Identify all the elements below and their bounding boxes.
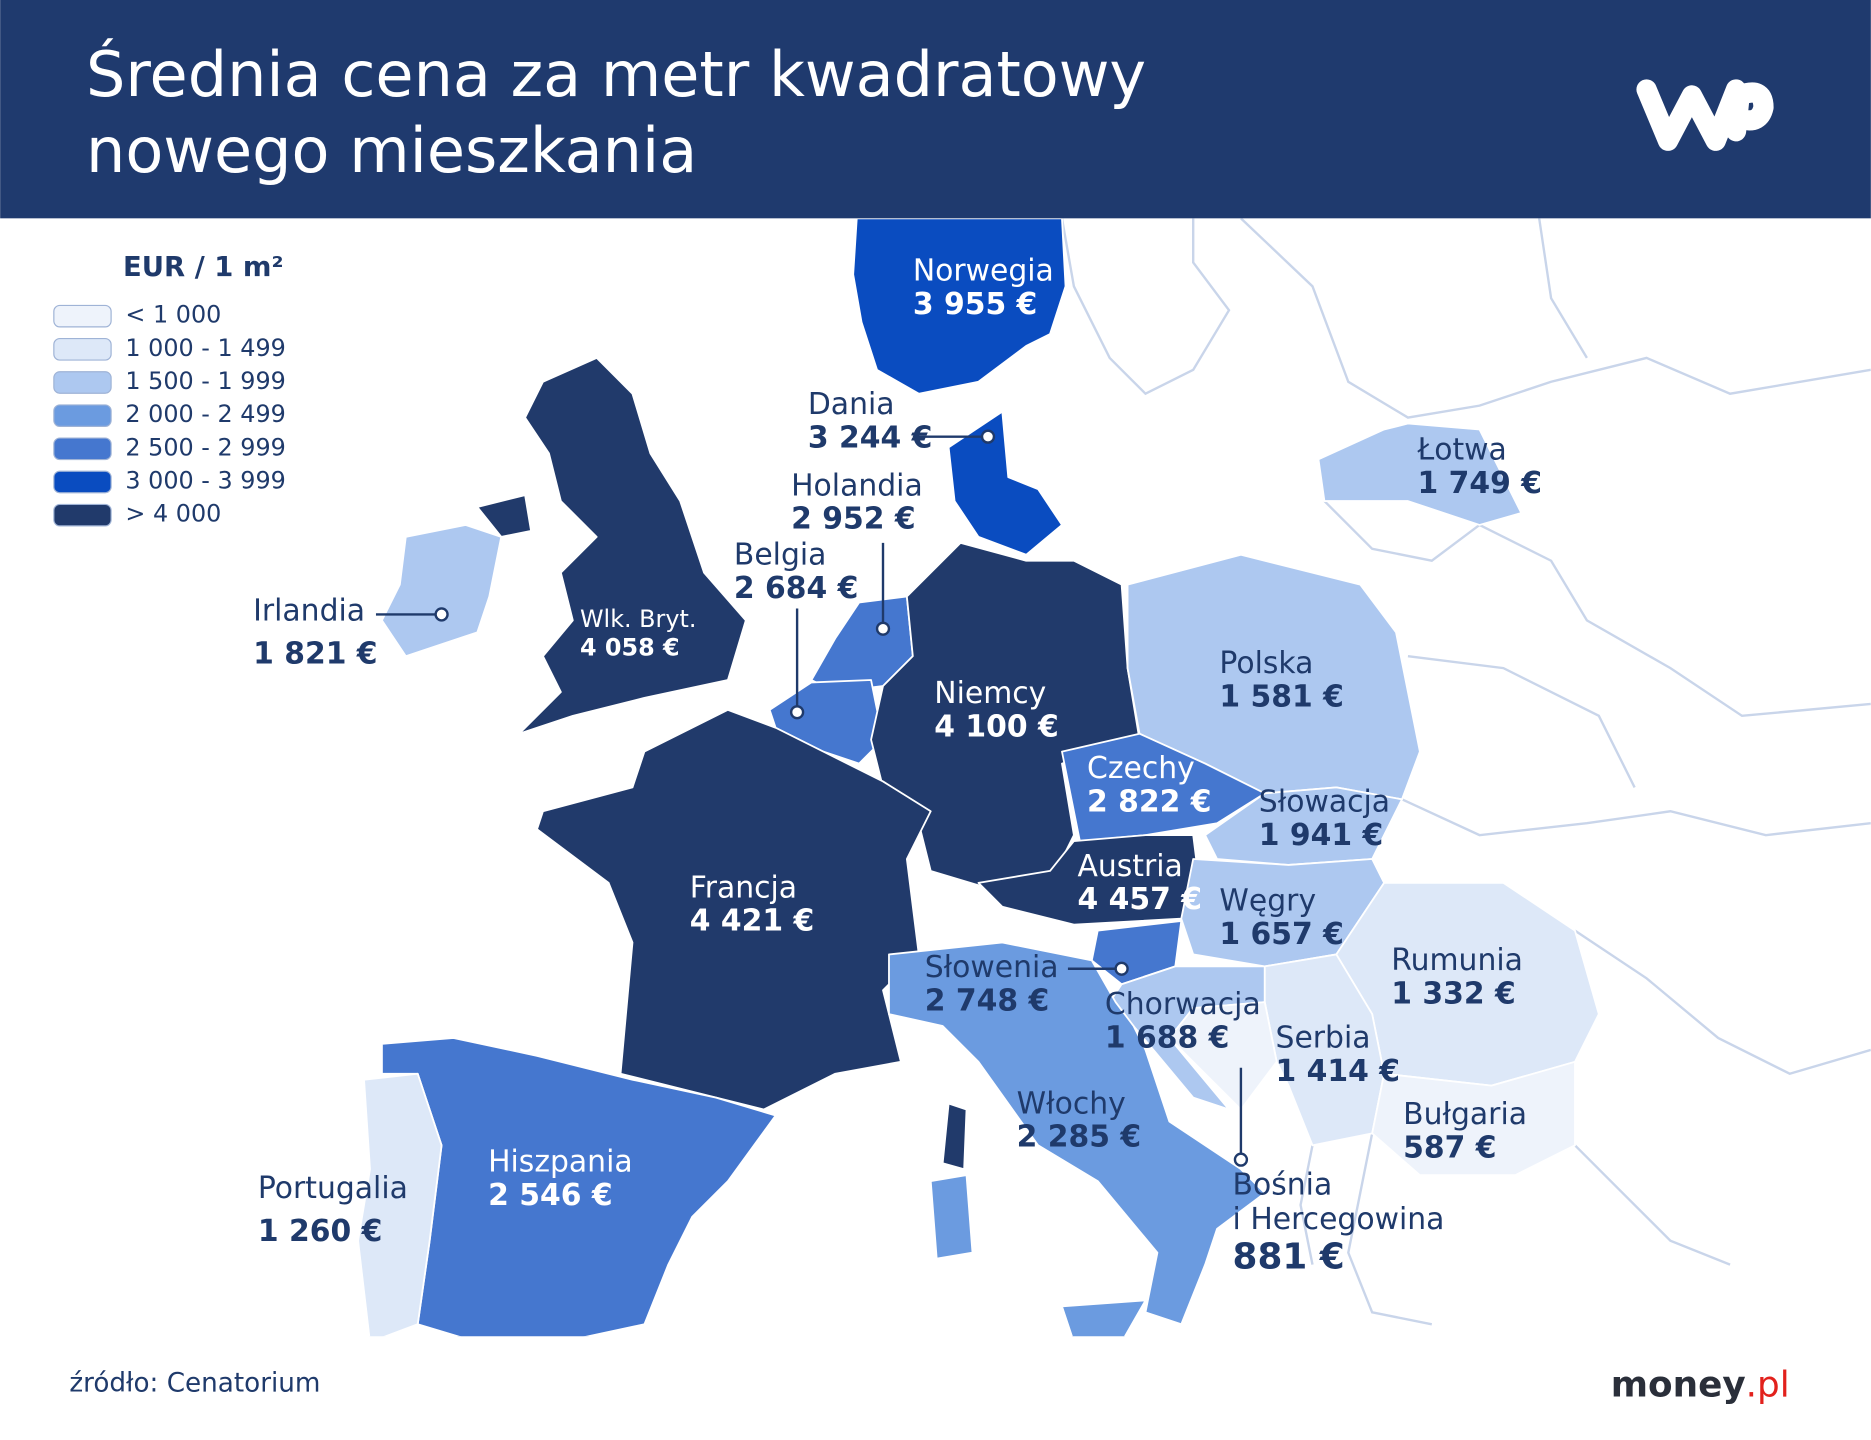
country-value: 2 546 € (488, 1178, 612, 1213)
country-name: Serbia (1276, 1021, 1371, 1056)
country-shape (381, 524, 503, 658)
legend-swatch (53, 437, 112, 461)
country-shape (1061, 1299, 1147, 1337)
country-shape (518, 357, 747, 735)
legend-swatch (53, 371, 112, 394)
country-value: 3 955 € (913, 287, 1037, 322)
brand-name: money (1611, 1364, 1746, 1405)
country-shape (941, 1102, 968, 1171)
country-value: 2 684 € (734, 571, 858, 606)
country-shape (852, 218, 1067, 395)
wp-logo (1636, 79, 1774, 151)
country-value: 587 € (1403, 1130, 1496, 1165)
country-name: Belgia (734, 537, 827, 572)
country-value: 2 822 € (1087, 784, 1211, 819)
logo-w (1636, 79, 1747, 151)
country-shape (929, 1174, 974, 1260)
country-value: 4 058 € (580, 634, 680, 662)
map (357, 218, 1871, 1337)
legend-title: EUR / 1 m² (123, 252, 283, 283)
logo-p (1725, 82, 1774, 142)
legend-label: > 4 000 (125, 500, 221, 528)
leader-dot (875, 621, 891, 636)
country-name: Francja (690, 870, 797, 905)
leader-dot (434, 607, 449, 622)
legend-label: 3 000 - 3 999 (125, 466, 285, 494)
leader-dot (789, 705, 805, 720)
country-name: Bośnia (1233, 1167, 1333, 1202)
brand-logo: money.pl (1611, 1364, 1790, 1405)
country-name: Holandia (791, 468, 923, 503)
country-name: Austria (1077, 849, 1182, 884)
country-name: Chorwacja (1105, 987, 1261, 1022)
country-value: 4 457 € (1077, 882, 1201, 917)
country-name: i Hercegowina (1233, 1202, 1445, 1237)
country-shape (947, 410, 1063, 556)
leader-dot (1233, 1152, 1249, 1167)
country-name: Hiszpania (488, 1145, 633, 1180)
country-value: 2 952 € (791, 502, 915, 537)
country-value: 1 941 € (1259, 818, 1383, 853)
country-value: 1 821 € (253, 636, 377, 671)
country-name: Słowacja (1259, 784, 1390, 819)
country-name: Bułgaria (1403, 1097, 1527, 1132)
country-value: 4 421 € (690, 904, 814, 939)
other-borders (1060, 218, 1871, 1326)
legend-label: 2 500 - 2 999 (125, 433, 285, 461)
country-name: Irlandia (253, 594, 365, 629)
country-value: 1 688 € (1105, 1021, 1229, 1056)
leader-dot (1114, 961, 1129, 976)
country-shape (357, 1072, 443, 1337)
country-name: Wlk. Bryt. (580, 605, 696, 633)
country-value: 1 260 € (258, 1214, 382, 1249)
leader-dot (980, 429, 996, 444)
legend-swatch (53, 337, 112, 361)
country-shape (476, 494, 532, 538)
legend-swatch (53, 304, 112, 328)
legend-swatch (53, 503, 112, 527)
legend-label: 1 500 - 1 999 (125, 367, 285, 395)
country-name: Rumunia (1391, 943, 1523, 978)
legend-swatch (53, 404, 112, 427)
header-title: nowego mieszkania (86, 114, 697, 187)
brand-suffix: .pl (1746, 1364, 1790, 1405)
country-value: 881 € (1233, 1237, 1345, 1278)
legend-label: 2 000 - 2 499 (125, 400, 285, 428)
country-shape (888, 941, 1266, 1326)
header-title: Średnia cena za metr kwadratowy (86, 38, 1146, 111)
country-name: Polska (1219, 646, 1313, 681)
country-value: 1 332 € (1391, 976, 1515, 1011)
country-name: Portugalia (258, 1171, 408, 1206)
country-value: 2 748 € (925, 984, 1049, 1019)
source-note: źródło: Cenatorium (69, 1368, 320, 1398)
country-name: Węgry (1219, 883, 1316, 918)
legend-label: < 1 000 (125, 301, 221, 329)
country-value: 1 414 € (1276, 1054, 1400, 1089)
country-value: 1 657 € (1219, 917, 1343, 952)
legend-label: 1 000 - 1 499 (125, 334, 285, 362)
country-shape (1317, 422, 1523, 526)
country-name: Norwegia (913, 254, 1054, 289)
country-name: Niemcy (934, 676, 1046, 711)
country-value: 3 244 € (808, 421, 932, 456)
country-name: Słowenia (925, 950, 1059, 985)
country-value: 1 581 € (1219, 679, 1343, 714)
country-shape (1371, 1060, 1576, 1177)
country-name: Czechy (1087, 751, 1195, 786)
country-name: Łotwa (1416, 432, 1506, 467)
country-value: 1 749 € (1417, 466, 1541, 501)
legend: EUR / 1 m² < 1 000 1 000 - 1 499 1 500 - 1… (53, 252, 286, 528)
country-shape (1168, 1001, 1278, 1111)
header-band (0, 0, 1871, 219)
country-name: Włochy (1017, 1086, 1126, 1121)
legend-swatch (53, 470, 112, 494)
country-value: 2 285 € (1017, 1120, 1141, 1155)
country-name: Dania (808, 387, 895, 422)
country-value: 4 100 € (934, 709, 1058, 744)
